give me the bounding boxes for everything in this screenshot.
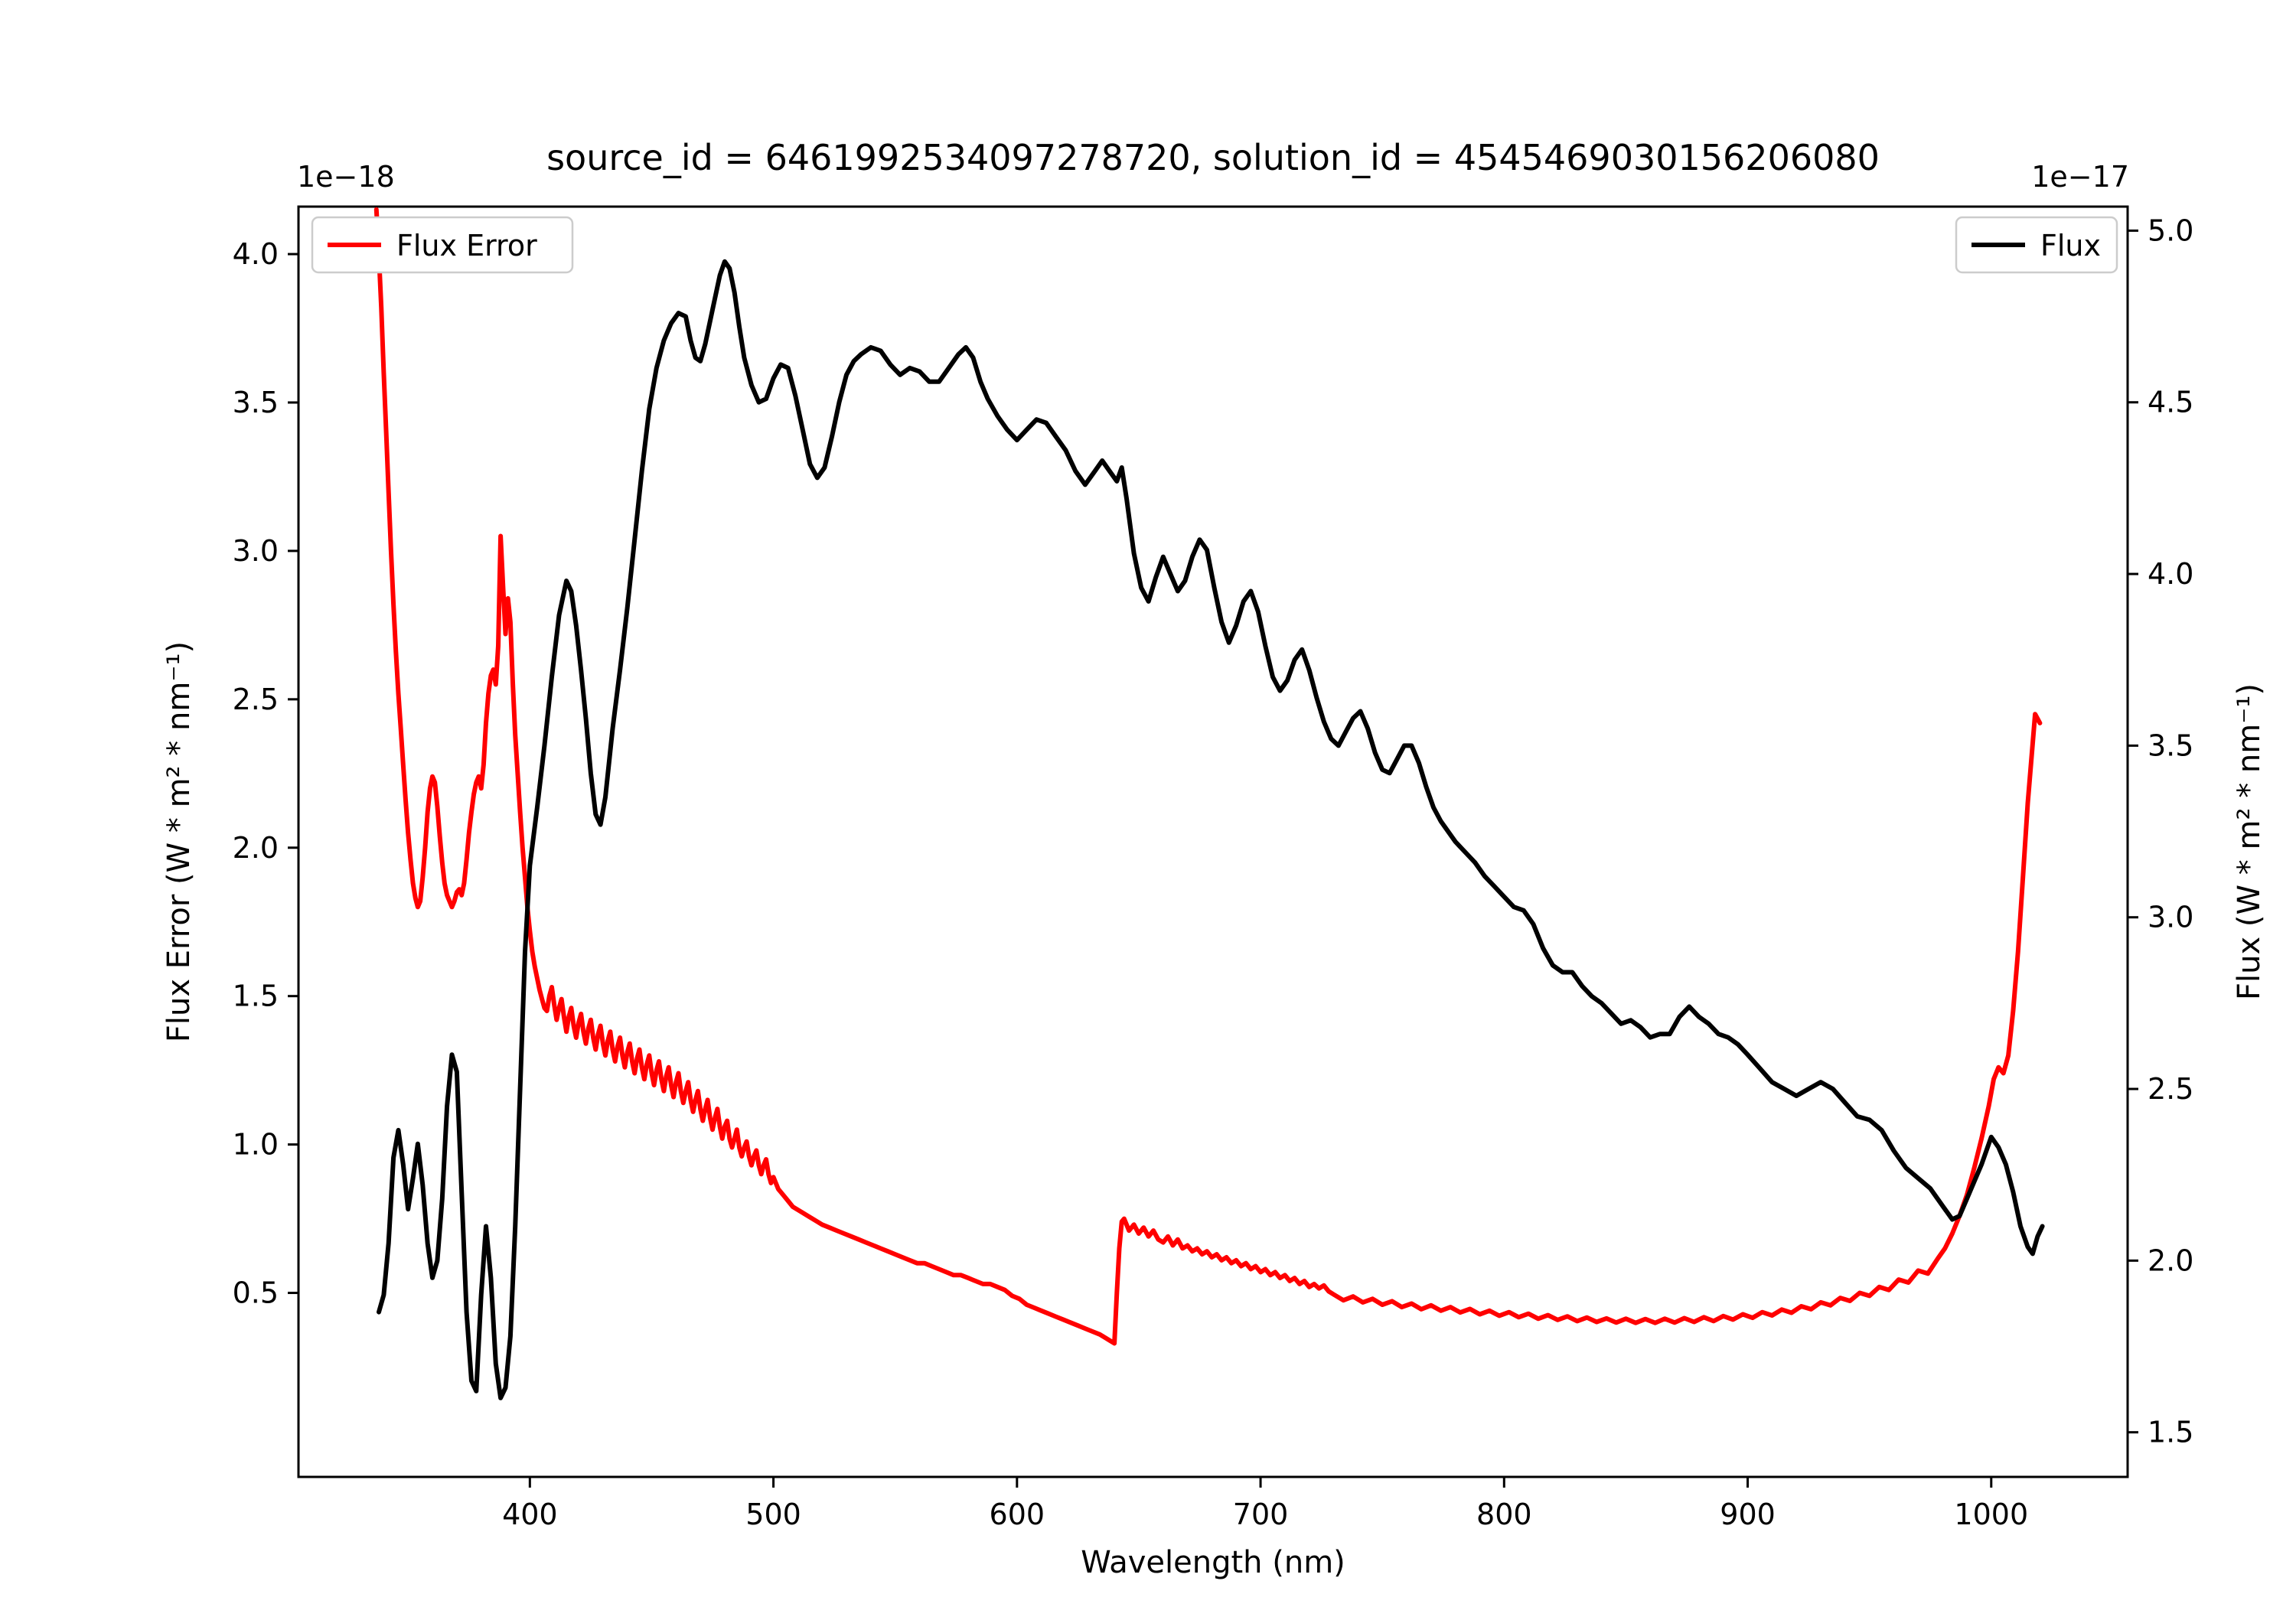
left-tick-label: 1.0 xyxy=(233,1128,279,1162)
left-tick-label: 1.5 xyxy=(233,980,279,1013)
legend-flux: Flux xyxy=(1955,216,2118,274)
right-tick-label: 2.0 xyxy=(2148,1244,2193,1277)
right-tick-label: 3.5 xyxy=(2148,729,2193,762)
x-tick-label: 600 xyxy=(990,1498,1045,1531)
legend-flux-error-box xyxy=(311,216,574,274)
right-axis-label: Flux (W * m² * nm⁻¹) xyxy=(2232,683,2267,1000)
flux-curve xyxy=(377,259,2045,1400)
right-tick-label: 4.5 xyxy=(2148,386,2193,419)
axes-layer: 400 500 600 700 800 900 1000 0.5 1.0 1.5 2.0 2.5 3.0… xyxy=(233,214,2194,1531)
right-tick-label: 2.5 xyxy=(2148,1072,2193,1106)
plot-spine xyxy=(297,205,2129,1478)
legend-flux-error-label: Flux Error xyxy=(396,229,537,262)
curves-layer xyxy=(373,207,2045,1400)
right-tick-label: 3.0 xyxy=(2148,901,2193,934)
x-tick-label: 500 xyxy=(745,1498,801,1531)
left-tick-label: 0.5 xyxy=(233,1276,279,1310)
x-axis-label: Wavelength (nm) xyxy=(1081,1545,1345,1580)
right-tick-label: 4.0 xyxy=(2148,557,2193,591)
right-axis-offset: 1e−17 xyxy=(2031,160,2129,194)
x-tick-label: 800 xyxy=(1476,1498,1532,1531)
x-tick-label: 900 xyxy=(1720,1498,1776,1531)
x-tick-label: 400 xyxy=(502,1498,558,1531)
left-tick-label: 2.5 xyxy=(233,683,279,716)
right-tick-label: 1.5 xyxy=(2148,1416,2193,1449)
x-tick-label: 700 xyxy=(1233,1498,1289,1531)
left-tick-label: 4.0 xyxy=(233,237,279,271)
x-tick-label: 1000 xyxy=(1954,1498,2028,1531)
left-axis-label: Flux Error (W * m² * nm⁻¹) xyxy=(161,641,197,1042)
left-tick-label: 3.5 xyxy=(233,386,279,419)
left-tick-label: 2.0 xyxy=(233,831,279,865)
legend-flux-label: Flux xyxy=(2040,229,2101,262)
right-tick-label: 5.0 xyxy=(2148,214,2193,247)
legend-flux-error: Flux Error xyxy=(311,216,574,274)
left-axis-offset: 1e−18 xyxy=(297,160,395,194)
chart-title: source_id = 6461992534097278720, solutio… xyxy=(546,137,1880,178)
left-tick-label: 3.0 xyxy=(233,534,279,568)
flux-error-curve xyxy=(373,207,2043,1346)
legend-flux-box xyxy=(1955,216,2118,274)
